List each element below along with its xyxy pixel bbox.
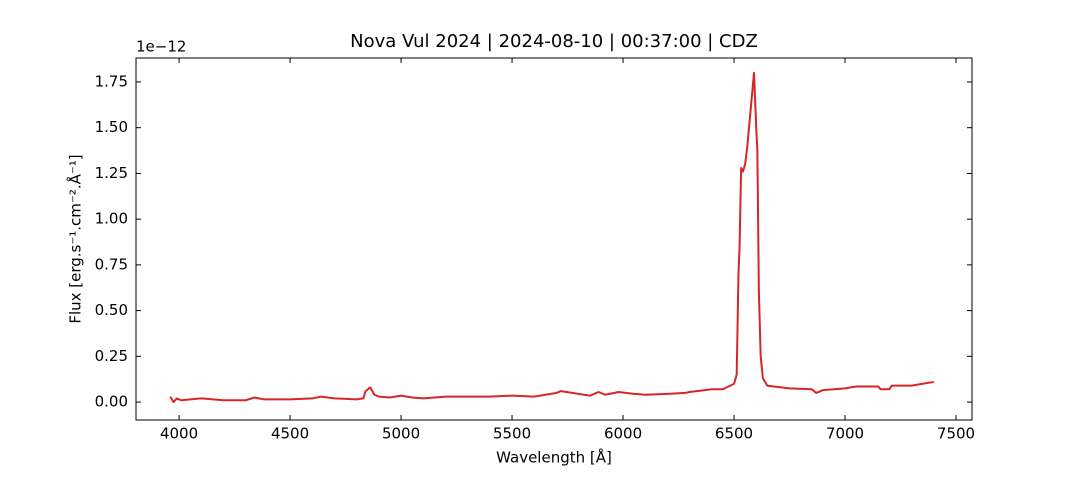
x-tick-label: 5000	[382, 425, 420, 443]
x-tick-label: 6000	[604, 425, 642, 443]
y-tick-label: 1.25	[95, 164, 128, 182]
spectrum-line	[169, 71, 934, 404]
x-tick-label: 5500	[493, 425, 531, 443]
x-tick-label: 7500	[937, 425, 975, 443]
x-tick-label: 4000	[160, 425, 198, 443]
y-tick-label: 1.00	[95, 210, 128, 228]
y-tick-label: 0.50	[95, 301, 128, 319]
y-axis-label: Flux [erg.s⁻¹.cm⁻².Å⁻¹]	[66, 154, 85, 323]
y-offset-label: 1e−12	[136, 38, 186, 56]
y-tick-label: 0.25	[95, 347, 128, 365]
x-tick-label: 7000	[826, 425, 864, 443]
x-tick-label: 4500	[271, 425, 309, 443]
y-tick-label: 0.75	[95, 255, 128, 273]
y-tick-label: 0.00	[95, 393, 128, 411]
chart-title: Nova Vul 2024 | 2024-08-10 | 00:37:00 | …	[350, 31, 758, 52]
plot-frame	[135, 57, 973, 421]
x-axis-label: Wavelength [Å]	[496, 448, 612, 467]
x-tick-label: 6500	[715, 425, 753, 443]
y-tick-label: 1.75	[95, 72, 128, 90]
y-tick-label: 1.50	[95, 118, 128, 136]
